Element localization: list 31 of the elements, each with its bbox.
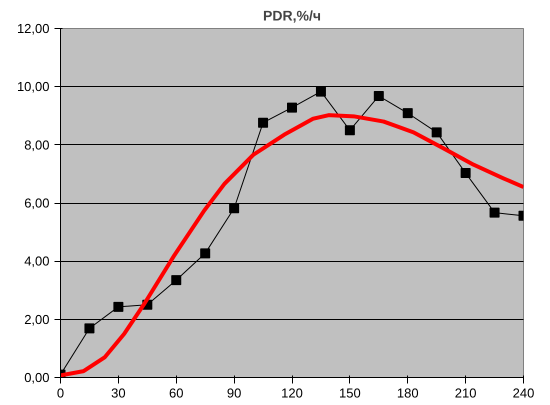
point	[287, 102, 297, 113]
y-tick-label: 6,00	[24, 196, 50, 210]
point	[344, 125, 355, 136]
x-tick-label: 90	[226, 386, 242, 400]
x-tick-label: 240	[512, 386, 534, 400]
y-tick-label: 8,00	[24, 137, 50, 152]
x-tick-label: 210	[454, 386, 476, 400]
point	[460, 168, 471, 178]
point	[84, 323, 94, 334]
x-tick-label: 60	[169, 386, 184, 400]
point	[432, 127, 442, 138]
point	[490, 208, 500, 218]
y-tick-label: 0,00	[24, 370, 50, 385]
point	[316, 86, 326, 97]
y-tick-label: 4,00	[24, 254, 50, 269]
x-tick-label: 0	[56, 386, 64, 400]
point	[402, 108, 413, 118]
x-tick-label: 150	[339, 386, 361, 400]
y-tick-label: 10,00	[16, 79, 50, 94]
point	[258, 118, 268, 128]
x-tick-label: 30	[111, 386, 126, 400]
point	[113, 302, 124, 312]
point	[171, 275, 182, 286]
point	[200, 248, 210, 258]
x-tick-label: 120	[281, 386, 303, 400]
chart-title: PDR,%/ч	[263, 8, 321, 24]
point	[229, 203, 240, 214]
point	[374, 90, 384, 101]
y-tick-label: 12,00	[16, 21, 50, 36]
x-tick-label: 180	[396, 386, 419, 400]
y-tick-label: 2,00	[24, 312, 50, 327]
